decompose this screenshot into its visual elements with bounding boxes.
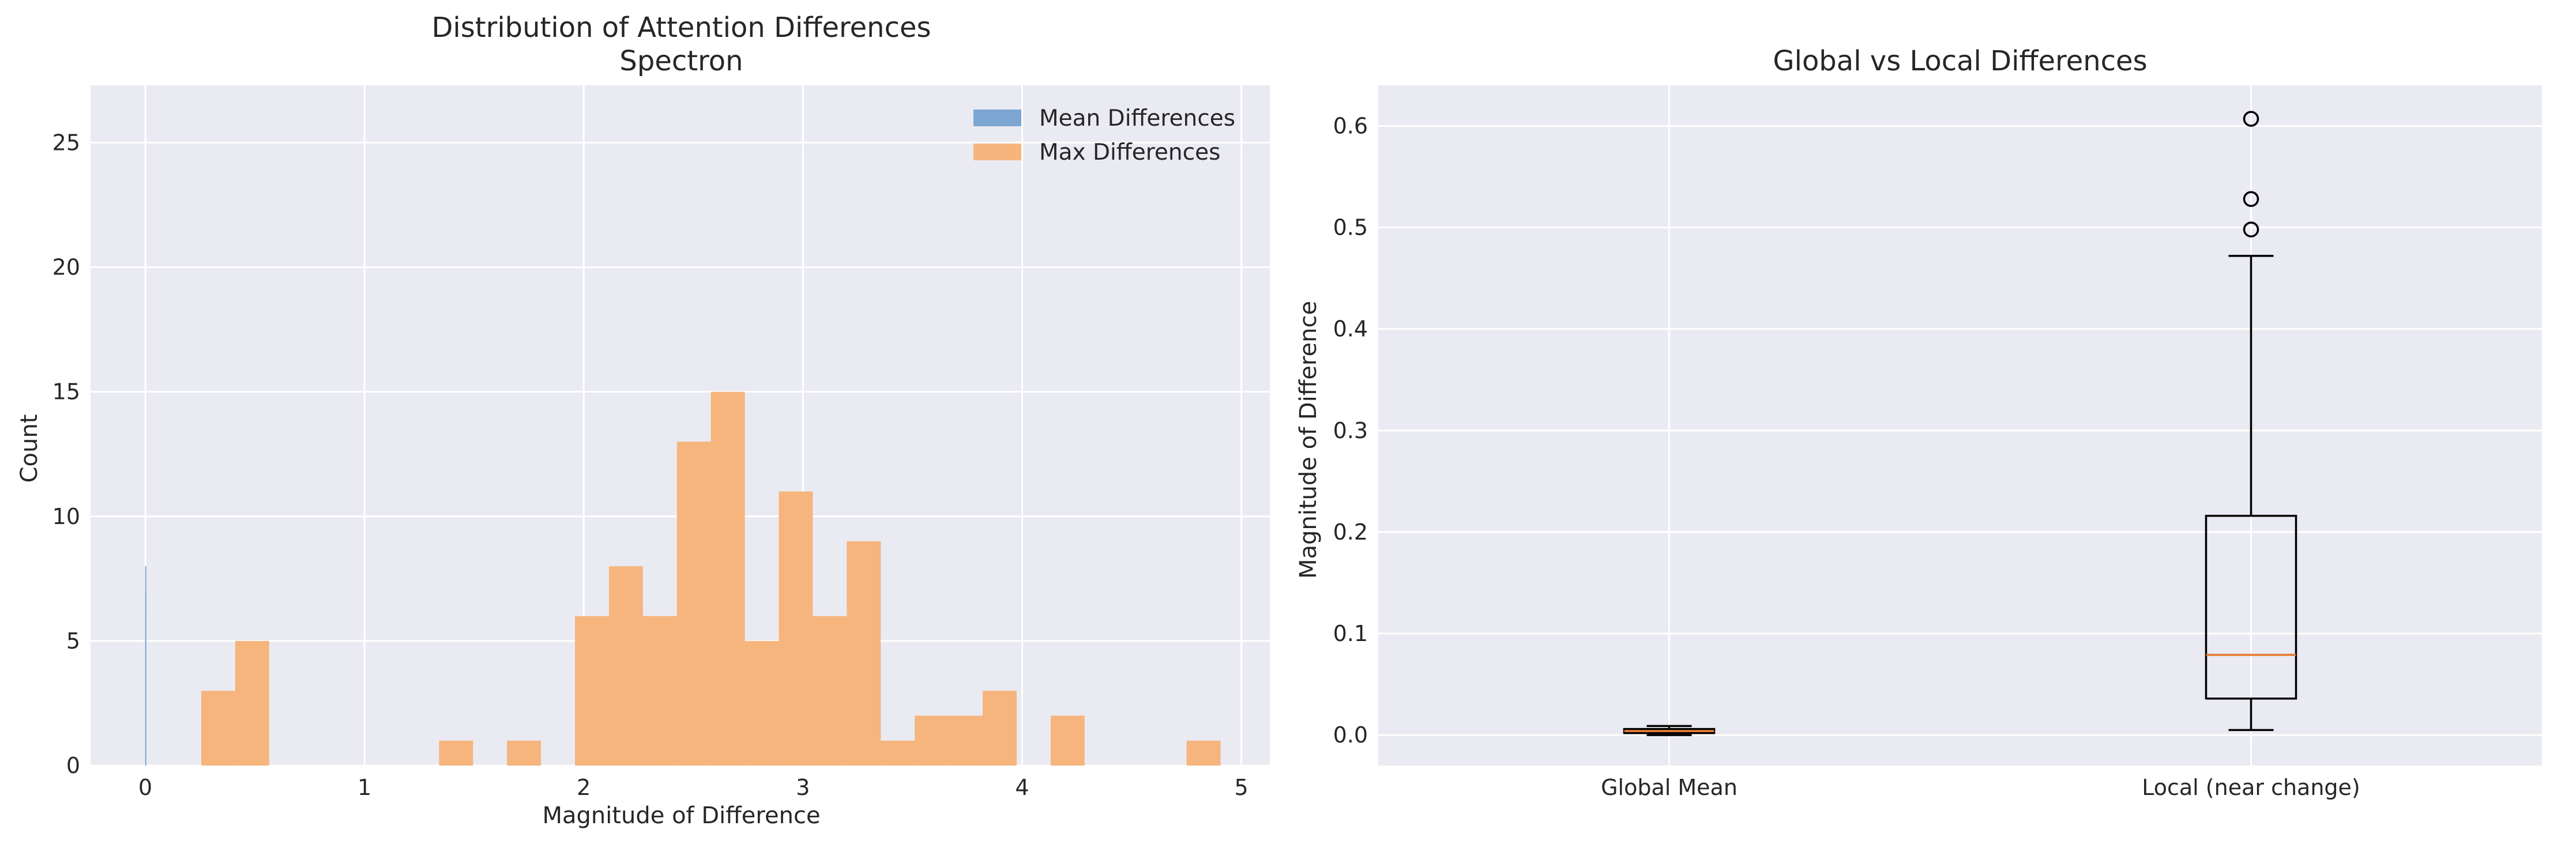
- histogram-x-axis-label: Magnitude of Difference: [542, 802, 820, 829]
- histogram-legend: Mean Differences Max Differences: [973, 105, 1235, 165]
- histogram-x-tick-label: 0: [138, 775, 152, 800]
- histogram-bars: [145, 391, 1221, 766]
- legend-swatch: [973, 144, 1021, 160]
- boxplot-plot-area: [1378, 85, 2542, 766]
- max-differences-bar: [608, 566, 643, 766]
- outlier-point: [2243, 111, 2259, 127]
- max-differences-bar: [1050, 715, 1085, 766]
- boxplot-y-tick-label: 0.4: [1333, 316, 1368, 342]
- boxplot-boxes: [1623, 111, 2297, 736]
- boxplot-x-tick-label: Global Mean: [1601, 775, 1738, 800]
- histogram-title-line-1: Distribution of Attention Differences: [431, 12, 931, 44]
- max-differences-bar: [949, 715, 983, 766]
- max-differences-bar: [710, 391, 745, 766]
- box-iqr: [2205, 514, 2297, 700]
- boxplot-grid: [1378, 85, 2542, 766]
- mean-differences-bar: [145, 591, 146, 766]
- legend-swatch: [973, 110, 1021, 126]
- boxplot-y-tick-label: 0.2: [1333, 519, 1368, 545]
- histogram-x-tick-label: 2: [577, 775, 591, 800]
- histogram-tick-labels: 0 1 2 3 4 5 0 5 10 15 20 25: [52, 130, 1248, 800]
- boxplot-panel: Global Mean Local (near change) 0.0 0.1 0.2 0…: [1295, 45, 2542, 800]
- max-differences-bar: [881, 740, 915, 766]
- max-differences-bar: [507, 740, 541, 766]
- max-differences-bar: [915, 715, 949, 766]
- boxplot-y-tick-label: 0.0: [1333, 722, 1368, 748]
- histogram-y-tick-label: 10: [52, 504, 80, 529]
- max-differences-bar: [1186, 740, 1221, 766]
- histogram-y-tick-label: 5: [66, 628, 80, 654]
- max-differences-bar: [983, 691, 1017, 766]
- boxplot-y-tick-label: 0.6: [1333, 113, 1368, 138]
- max-differences-bar: [847, 541, 881, 766]
- histogram-x-tick-label: 4: [1015, 775, 1029, 800]
- max-differences-bar: [676, 442, 711, 766]
- histogram-title-line-2: Spectron: [619, 45, 743, 77]
- boxplot-x-tick-label: Local (near change): [2142, 775, 2360, 800]
- max-differences-bar: [235, 640, 269, 766]
- boxplot-tick-labels: Global Mean Local (near change) 0.0 0.1 0.2 0…: [1333, 113, 2360, 800]
- histogram-y-tick-label: 25: [52, 130, 80, 155]
- histogram-x-tick-label: 1: [358, 775, 371, 800]
- max-differences-bar: [779, 491, 813, 766]
- box-local-near-change: [2205, 111, 2297, 732]
- histogram-y-tick-label: 0: [66, 753, 80, 778]
- legend-label: Mean Differences: [1039, 105, 1235, 131]
- histogram-y-tick-label: 15: [52, 379, 80, 405]
- histogram-y-tick-label: 20: [52, 255, 80, 280]
- histogram-y-axis-label: Count: [16, 414, 43, 483]
- boxplot-y-tick-label: 0.1: [1333, 621, 1368, 646]
- legend-label: Max Differences: [1039, 140, 1220, 165]
- max-differences-bar: [744, 640, 779, 766]
- max-differences-bar: [201, 691, 235, 766]
- histogram-x-tick-label: 3: [796, 775, 810, 800]
- max-differences-bar: [439, 740, 473, 766]
- box-global-mean: [1623, 725, 1716, 736]
- max-differences-bar: [813, 616, 847, 766]
- max-differences-bar: [575, 616, 609, 766]
- boxplot-title: Global vs Local Differences: [1773, 45, 2147, 77]
- histogram-x-tick-label: 5: [1234, 775, 1248, 800]
- max-differences-bar: [642, 616, 677, 766]
- boxplot-y-tick-label: 0.5: [1333, 215, 1368, 240]
- outlier-point: [2243, 221, 2259, 238]
- histogram-panel: 0 1 2 3 4 5 0 5 10 15 20 25 Distribution of Attenti…: [16, 12, 1270, 829]
- boxplot-y-axis-label: Magnitude of Difference: [1295, 301, 1322, 579]
- outlier-point: [2243, 191, 2259, 208]
- boxplot-y-tick-label: 0.3: [1333, 418, 1368, 443]
